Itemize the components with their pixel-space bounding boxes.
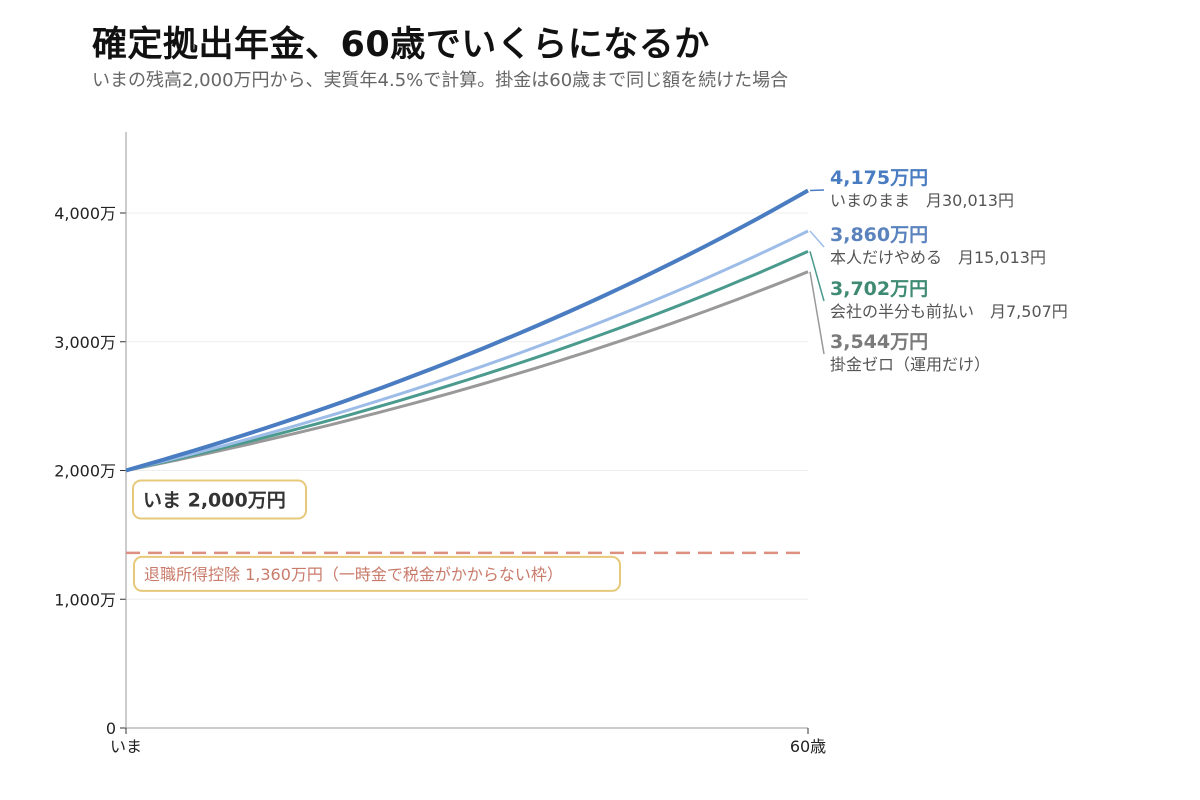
x-tick-label: いま bbox=[110, 737, 142, 756]
end-value-label-zero: 3,544万円 bbox=[830, 331, 928, 353]
end-value-label-self_stop: 3,860万円 bbox=[830, 224, 928, 246]
series-line-keep bbox=[125, 188, 809, 473]
leader-line-half_advance bbox=[809, 251, 825, 302]
x-tick-label: 60歳 bbox=[790, 737, 826, 756]
chart-title: 確定拠出年金、60歳でいくらになるか bbox=[92, 25, 710, 65]
end-series-label-half_advance: 会社の半分も前払い 月7,507円 bbox=[830, 302, 1068, 321]
y-tick-label: 2,000万 bbox=[54, 462, 116, 481]
y-tick-label: 4,000万 bbox=[54, 204, 116, 223]
end-value-label-keep: 4,175万円 bbox=[830, 167, 928, 189]
annotations: 退職所得控除 1,360万円（一時金で税金がかからない枠） いま 2,000万円 bbox=[126, 479, 808, 592]
end-value-label-half_advance: 3,702万円 bbox=[830, 278, 928, 300]
chart-subtitle: いまの残高2,000万円から、実質年4.5%で計算。掛金は60歳まで同じ額を続け… bbox=[92, 70, 789, 91]
deduction-label: 退職所得控除 1,360万円（一時金で税金がかからない枠） bbox=[144, 565, 563, 584]
series-line-self_stop bbox=[125, 229, 809, 472]
leader-line-self_stop bbox=[809, 230, 825, 248]
end-series-label-self_stop: 本人だけやめる 月15,013円 bbox=[830, 248, 1046, 267]
y-tick-label: 3,000万 bbox=[54, 333, 116, 352]
leader-line-zero bbox=[809, 271, 825, 355]
now-label: いま 2,000万円 bbox=[143, 490, 286, 512]
series-line-half_advance bbox=[125, 250, 809, 472]
y-tick-label: 0 bbox=[106, 719, 116, 738]
series-line-zero bbox=[125, 270, 809, 472]
end-series-label-zero: 掛金ゼロ（運用だけ） bbox=[830, 355, 990, 374]
end-series-label-keep: いまのまま 月30,013円 bbox=[830, 191, 1014, 210]
now-label-box bbox=[132, 479, 307, 520]
series-lines bbox=[125, 188, 809, 473]
grid-lines bbox=[126, 212, 808, 600]
deduction-label-box bbox=[133, 555, 621, 592]
y-tick-label: 1,000万 bbox=[54, 590, 116, 609]
